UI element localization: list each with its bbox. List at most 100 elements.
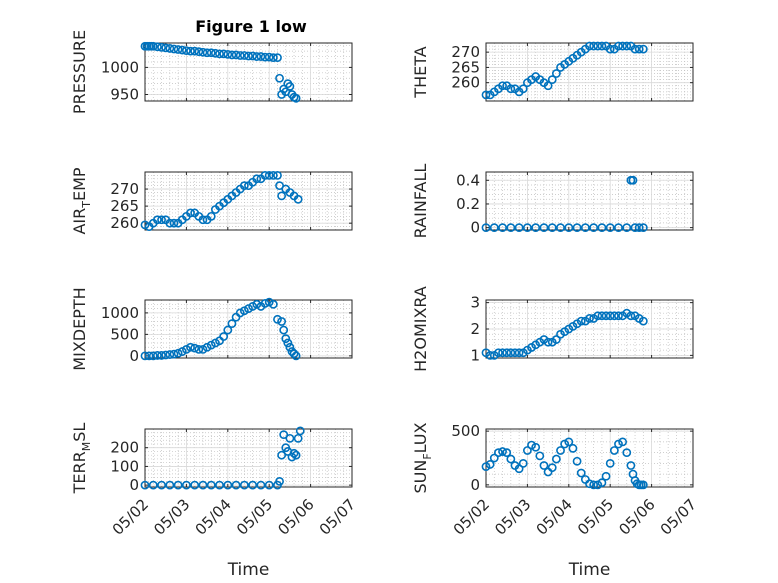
y-axis-label: SUNFLUX — [411, 422, 434, 493]
data-point — [157, 215, 166, 225]
data-point — [198, 480, 208, 490]
data-point — [285, 342, 295, 352]
data-point — [572, 223, 582, 233]
data-point — [140, 220, 150, 230]
data-point — [498, 348, 507, 358]
data-point — [638, 480, 648, 490]
data-point — [256, 52, 266, 61]
data-point — [153, 215, 162, 225]
data-point — [572, 456, 582, 466]
data-point — [502, 448, 512, 458]
data-point — [634, 44, 644, 54]
data-point — [206, 48, 216, 58]
data-point — [614, 311, 623, 321]
data-point — [498, 447, 507, 456]
data-point — [239, 51, 249, 60]
data-point — [494, 348, 503, 358]
data-point — [285, 81, 295, 91]
data-point — [502, 348, 512, 358]
data-point — [638, 44, 648, 54]
data-point — [576, 468, 586, 478]
data-point — [161, 350, 171, 360]
data-point — [489, 223, 499, 233]
data-point — [485, 350, 495, 360]
data-point — [293, 194, 303, 204]
axes-box — [144, 42, 353, 102]
data-point — [186, 342, 195, 352]
data-point — [169, 218, 179, 228]
y-tick-label: 100 — [110, 457, 139, 475]
data-point — [576, 316, 586, 326]
data-point — [605, 458, 615, 468]
data-point — [498, 223, 507, 233]
subplot-pressure: 950 1000 PRESSURE — [70, 30, 353, 114]
data-point — [506, 223, 516, 233]
data-point — [223, 49, 233, 59]
data-point — [585, 479, 594, 489]
y-tick-label: 0 — [470, 476, 480, 494]
axes-box — [485, 171, 694, 231]
axes-box — [144, 299, 353, 359]
data-point — [593, 311, 603, 321]
data-point — [481, 223, 491, 233]
y-axis-label: H2OMIXRA — [411, 286, 430, 372]
data-point — [283, 338, 293, 348]
y-tick-label: 3 — [470, 294, 480, 312]
data-point — [157, 42, 166, 52]
data-point — [597, 311, 607, 321]
data-point — [223, 325, 233, 335]
y-tick-label: 265 — [110, 197, 139, 215]
data-point — [153, 351, 162, 360]
data-point — [293, 433, 303, 443]
y-axis-label: AIRTEMP — [70, 167, 93, 234]
data-point — [223, 480, 233, 490]
data-point — [186, 46, 195, 56]
x-axis-label: Time — [227, 560, 270, 580]
data-point — [609, 446, 619, 455]
data-point — [157, 351, 166, 360]
y-tick-label: 500 — [110, 325, 139, 343]
data-point — [551, 454, 561, 464]
data-point — [628, 175, 638, 185]
data-point — [547, 223, 557, 233]
subplot-h2omixra: 1 2 3 H2OMIXRA — [411, 286, 694, 372]
subplot-rainfall: 0 0.2 0.4 RAINFALL — [411, 164, 694, 238]
data-point — [165, 350, 175, 359]
data-point — [277, 317, 287, 326]
y-tick-label: 1000 — [101, 304, 139, 322]
data-point — [622, 448, 632, 458]
y-tick-label: 270 — [451, 43, 480, 61]
data-point — [260, 171, 270, 180]
data-point — [275, 73, 284, 83]
data-point — [638, 316, 648, 326]
axes-box — [144, 428, 353, 488]
data-point — [634, 223, 644, 233]
data-point — [210, 48, 220, 58]
figure-title: Figure 1 low — [195, 17, 307, 36]
data-point — [198, 47, 208, 57]
data-point — [605, 44, 615, 54]
data-point — [190, 46, 200, 56]
y-tick-label: 0 — [129, 347, 139, 365]
data-point — [190, 480, 200, 490]
data-point — [531, 223, 541, 233]
data-point — [585, 41, 594, 51]
y-tick-label: 950 — [110, 85, 139, 103]
data-point — [177, 45, 187, 55]
data-point — [194, 345, 204, 354]
data-point — [605, 311, 615, 321]
data-point — [630, 223, 640, 233]
data-point — [161, 43, 171, 53]
data-point — [289, 448, 299, 458]
data-point — [279, 430, 289, 440]
data-point — [285, 433, 295, 443]
data-point — [165, 218, 175, 228]
data-point — [231, 50, 241, 60]
data-point — [148, 351, 158, 361]
data-point — [198, 215, 208, 225]
y-axis-label: THETA — [411, 46, 430, 98]
data-point — [268, 299, 278, 309]
